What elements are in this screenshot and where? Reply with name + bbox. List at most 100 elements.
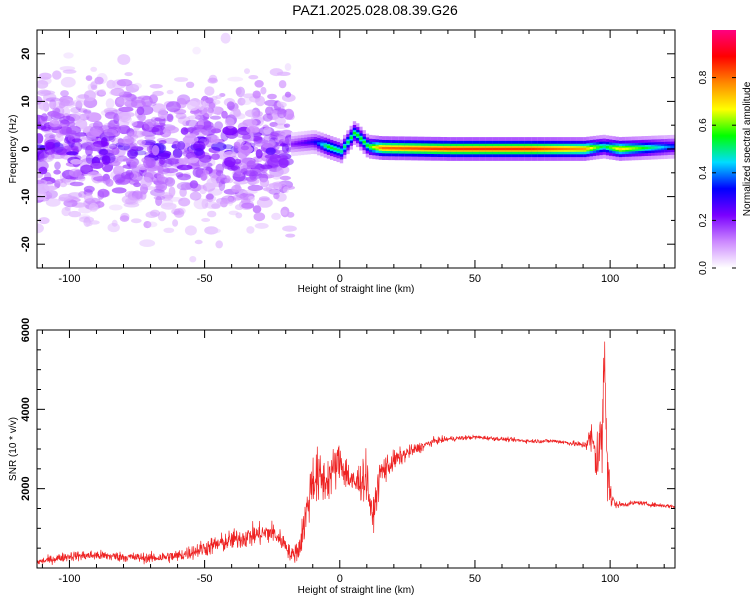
spectrogram-ridge-cell (592, 146, 597, 149)
spectrogram-noise-cell (60, 90, 69, 97)
spectrogram-noise-cell (118, 138, 134, 147)
spectrogram-noise-cell (233, 167, 242, 179)
spectrogram-noise-cell (211, 153, 220, 161)
spectrogram-ridge-cell (534, 147, 538, 151)
spectrogram-noise-cell (285, 233, 296, 238)
spectrogram-ridge-cell (673, 145, 675, 148)
spectrogram-heatmap (37, 32, 675, 263)
spectrogram-ridge-cell (359, 137, 363, 140)
spectrogram-ridge-cell (531, 147, 535, 151)
spectrogram-noise-cell (273, 192, 280, 200)
spectrogram-noise-cell (131, 190, 143, 200)
spectrogram-ridge-cell (356, 134, 360, 137)
spectrogram-noise-cell (269, 154, 282, 163)
spectrogram-noise-cell (121, 194, 138, 205)
spectrogram-noise-cell (164, 158, 180, 165)
spectrogram-ridge-cell (644, 146, 649, 150)
spectrogram-ridge-cell (362, 140, 366, 144)
spectrogram-ridge-cell (443, 147, 447, 151)
spectrogram-noise-cell (260, 164, 273, 170)
spectrogram-ridge-cell (482, 147, 486, 151)
y-tick-label: 10 (20, 95, 32, 107)
spectrogram-ridge-cell (492, 147, 496, 151)
spectrogram-noise-cell (199, 155, 212, 163)
spectrogram-noise-cell (187, 115, 201, 120)
spectrogram-ridge-cell (498, 147, 503, 151)
spectrogram-noise-cell (62, 98, 76, 108)
spectrogram-noise-cell (255, 149, 263, 159)
spectrogram-noise-cell (97, 190, 105, 200)
spectrogram-noise-cell (226, 121, 235, 129)
spectrogram-ridge-cell (508, 147, 512, 151)
colorbar-tick-label: 0.4 (698, 165, 709, 179)
spectrogram-noise-cell (166, 89, 174, 95)
spectrogram-noise-cell (269, 122, 278, 127)
spectrogram-noise-cell (151, 145, 160, 156)
spectrogram-ridge-cell (333, 147, 337, 151)
spectrogram-noise-cell (215, 163, 225, 173)
spectrogram-ridge-cell (505, 147, 509, 151)
spectrogram-noise-cell (146, 221, 158, 228)
spectrogram-noise-cell (88, 122, 100, 129)
spectrogram-noise-cell (207, 77, 218, 84)
spectrogram-noise-cell (62, 107, 71, 117)
colorbar-tick-label: 0.2 (698, 213, 709, 227)
spectrogram-noise-cell (111, 219, 118, 227)
spectrogram-noise-cell (235, 87, 242, 95)
spectrogram-ridge-cell (609, 146, 613, 149)
spectrogram-noise-cell (235, 139, 245, 148)
spectrogram-noise-cell (159, 192, 173, 201)
spectrogram-noise-cell (116, 120, 130, 127)
spectrogram-noise-cell (125, 83, 140, 93)
spectrogram-ridge-cell (463, 147, 467, 151)
spectrogram-noise-cell (63, 52, 74, 59)
y-tick-label: -10 (20, 189, 32, 205)
spectrogram-noise-cell (284, 134, 293, 145)
spectrogram-noise-cell (52, 101, 67, 109)
spectrogram-noise-cell (87, 143, 102, 152)
spectrogram-noise-cell (246, 125, 260, 134)
spectrogram-ridge-cell (469, 147, 473, 151)
spectrogram-noise-cell (150, 116, 160, 123)
spectrogram-noise-cell (136, 106, 145, 116)
y-tick-label: 20 (20, 48, 32, 60)
spectrogram-noise-cell (200, 173, 207, 181)
colorbar-tick-label: 0.8 (698, 70, 709, 84)
spectrogram-ridge-cell (553, 147, 558, 151)
spectrogram-noise-cell (109, 89, 124, 96)
spectrogram-y-axis-label: Frequency (Hz) (8, 115, 19, 184)
spectrogram-noise-cell (85, 221, 93, 227)
spectrogram-noise-cell (63, 145, 79, 151)
spectrogram-noise-cell (276, 101, 284, 108)
spectrogram-noise-cell (53, 133, 64, 143)
spectrogram-ridge-cell (294, 142, 298, 146)
spectrogram-noise-cell (77, 94, 90, 99)
spectrogram-noise-cell (124, 72, 133, 77)
spectrogram-noise-cell (82, 109, 92, 114)
spectrogram-noise-cell (278, 158, 289, 169)
spectrogram-noise-cell (193, 124, 205, 129)
spectrogram-noise-cell (247, 131, 254, 142)
spectrogram-noise-cell (41, 185, 58, 191)
spectrogram-noise-cell (75, 100, 83, 111)
spectrogram-ridge-cell (440, 147, 444, 151)
spectrogram-noise-cell (176, 181, 193, 191)
spectrogram-noise-cell (130, 218, 142, 224)
spectrogram-noise-cell (90, 161, 104, 169)
spectrogram-noise-cell (139, 130, 150, 137)
spectrogram-noise-cell (101, 155, 111, 165)
x-tick-label: 100 (601, 273, 619, 285)
spectrogram-noise-cell (157, 174, 166, 181)
spectrogram-noise-cell (143, 168, 155, 179)
colorbar: 0.0 0.2 0.4 0.6 0.8 Normalized spectral ampl… (698, 30, 750, 275)
spectrogram-ridge-cell (485, 147, 490, 151)
spectrogram-noise-cell (144, 135, 156, 141)
spectrogram-noise-cell (128, 179, 140, 185)
spectrogram-noise-cell (77, 175, 86, 182)
spectrogram-noise-cell (175, 112, 187, 120)
spectrogram-noise-cell (252, 110, 263, 117)
spectrogram-ridge-cell (527, 147, 532, 151)
spectrogram-ridge-cell (420, 147, 425, 150)
